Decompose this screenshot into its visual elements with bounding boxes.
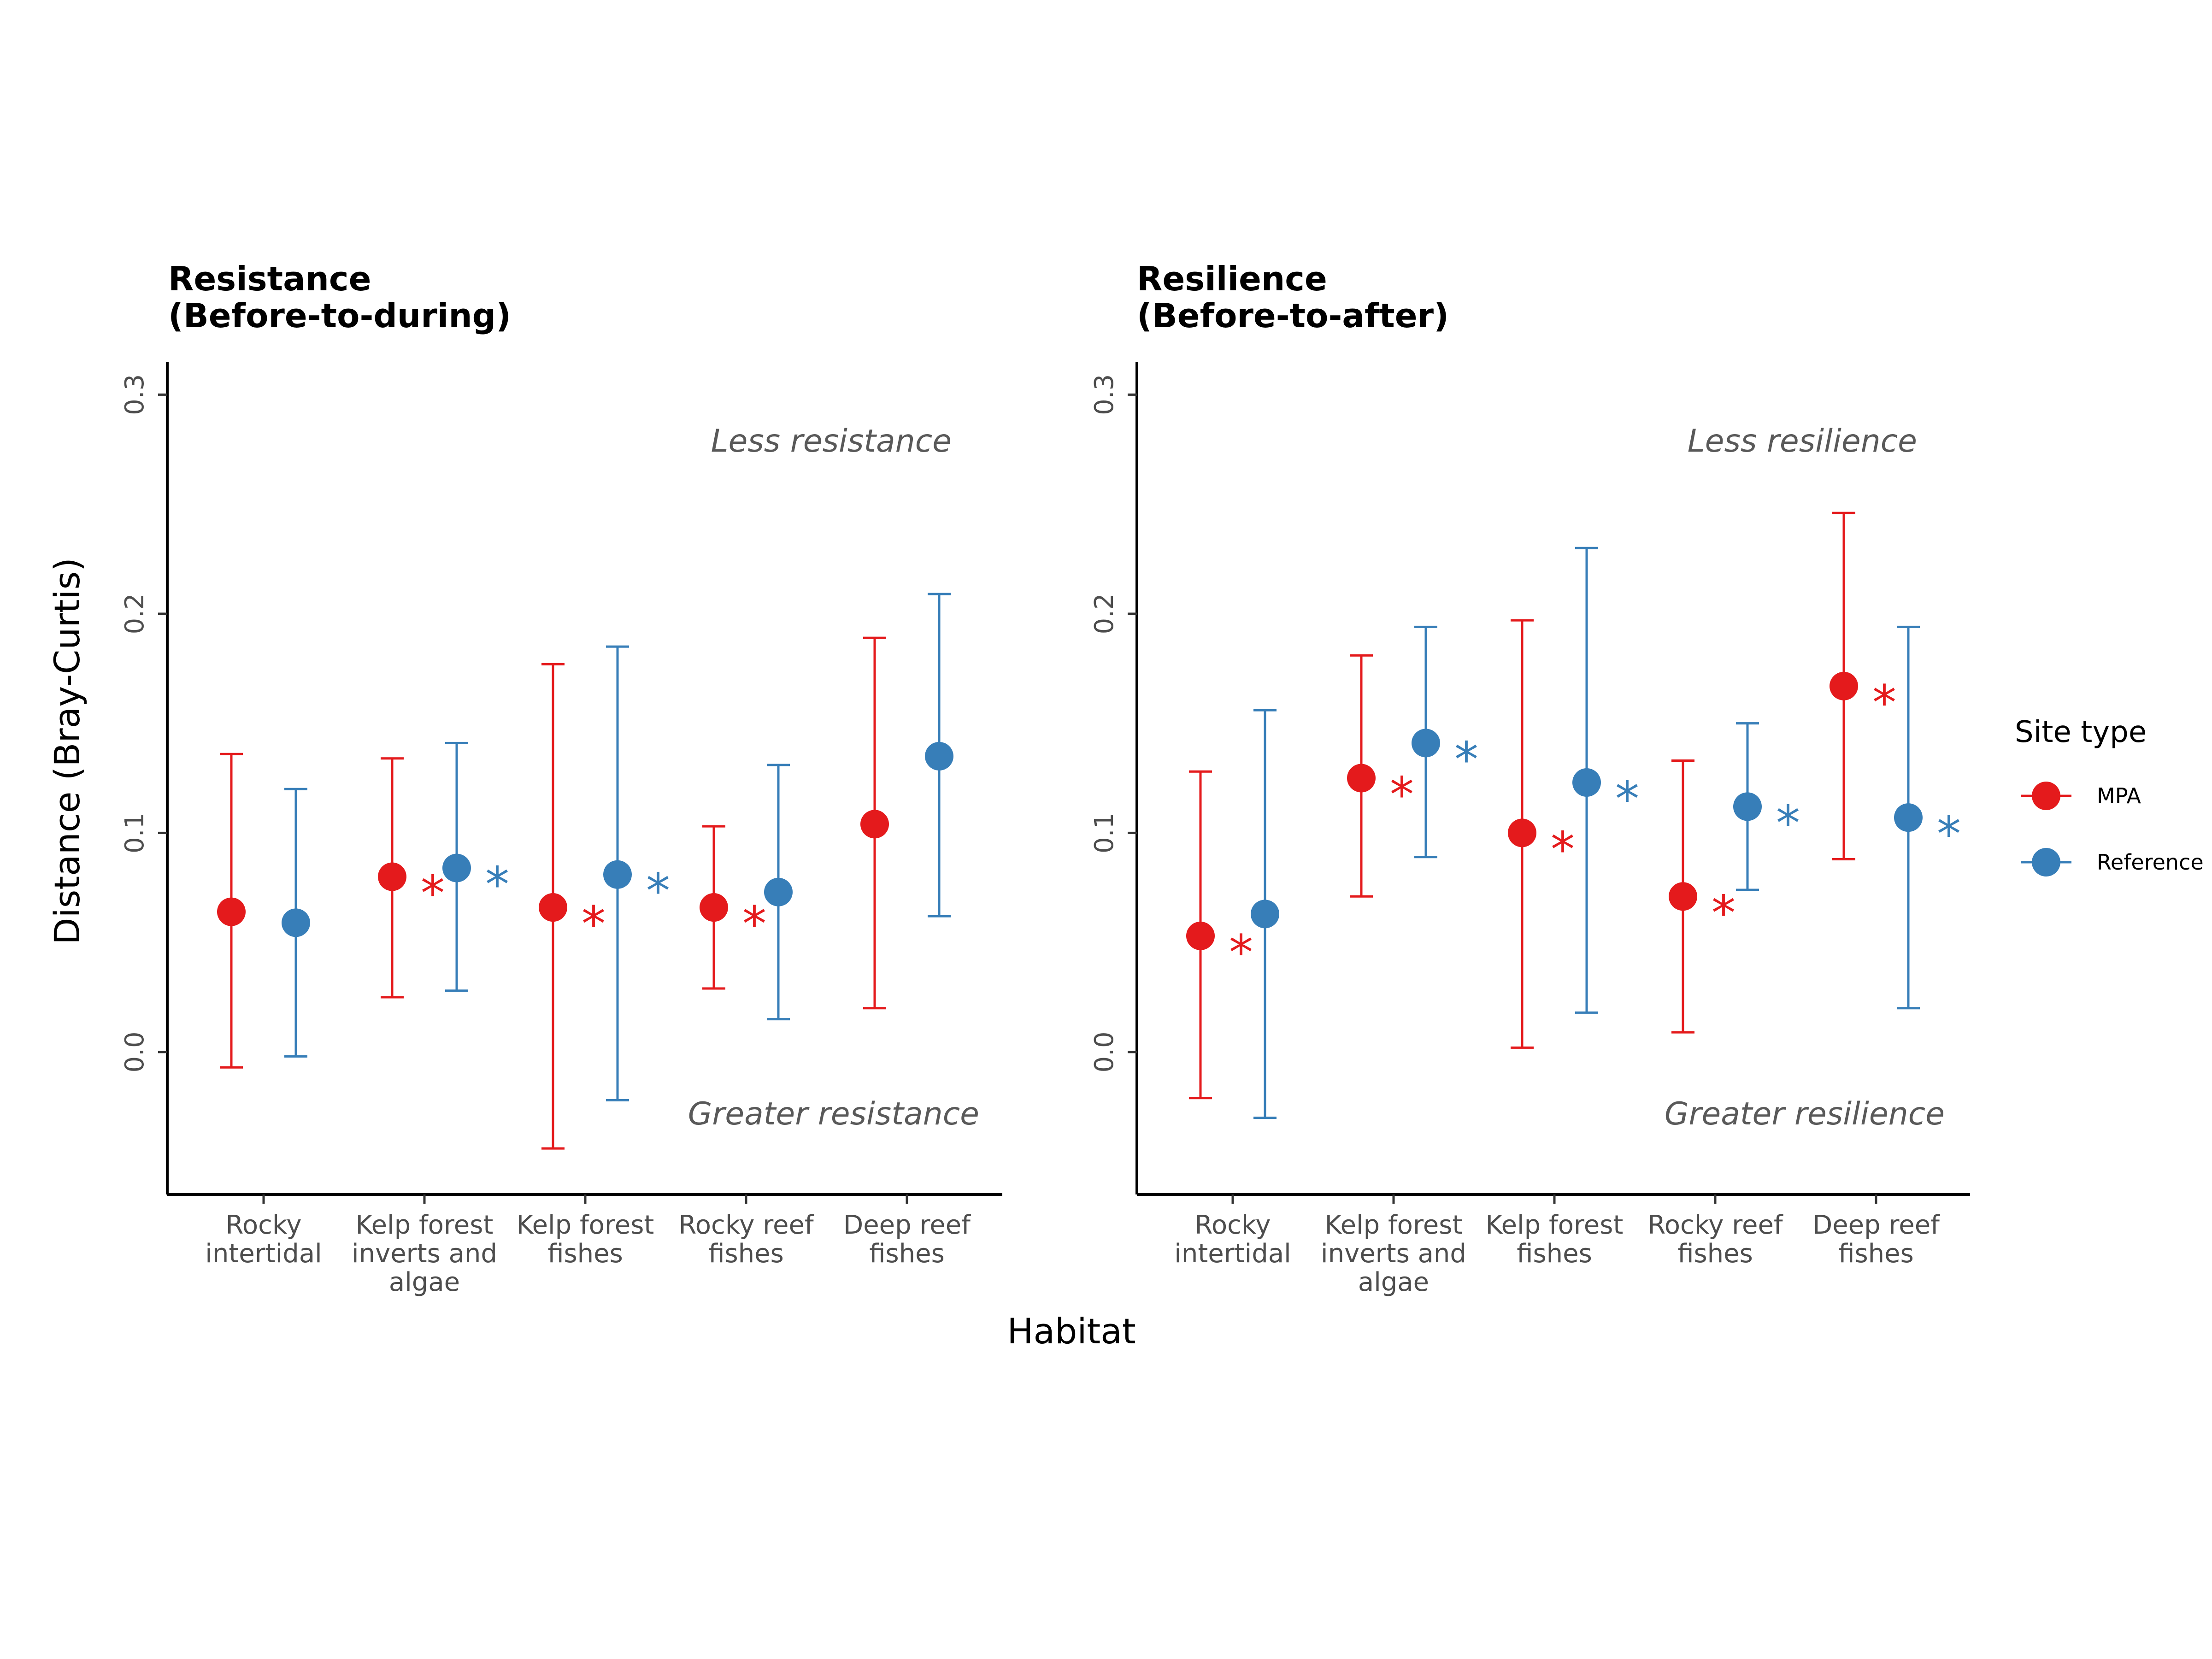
- plot-area-resistance: 0.0 0.1 0.2 0.3 Rocky intertidal Kelp forest in…: [120, 362, 1002, 1297]
- legend-label-mpa: MPA: [2097, 783, 2141, 808]
- legend-label-reference: Reference: [2097, 850, 2204, 875]
- legend-key-mpa: [2032, 782, 2060, 810]
- data-point: [860, 810, 889, 839]
- x-tick-label: Kelp forest fishes: [517, 1210, 654, 1269]
- significance-marker: *: [1229, 924, 1253, 981]
- y-axis-title: Distance (Bray-Curtis): [47, 558, 88, 945]
- significance-marker: *: [1776, 795, 1800, 851]
- annotation-greater-resilience: Greater resilience: [1665, 1096, 1945, 1132]
- annotation-less-resilience: Less resilience: [1688, 423, 1917, 459]
- y-tick-label: 0.3: [120, 374, 150, 415]
- significance-marker: *: [1937, 806, 1961, 862]
- panel-subtitle-resilience: (Before-to-after): [1137, 296, 1449, 335]
- y-tick-label: 0.1: [1089, 812, 1119, 853]
- significance-marker: *: [1454, 731, 1478, 788]
- data-point: [217, 897, 246, 926]
- x-tick-label: Rocky reef fishes: [1647, 1210, 1783, 1269]
- significance-marker: *: [1551, 821, 1575, 877]
- panel-resilience: Resilience (Before-to-after) Less resili…: [1089, 259, 1970, 1297]
- significance-marker: *: [485, 856, 509, 912]
- x-tick-label: Deep reef fishes: [1812, 1210, 1940, 1269]
- legend-item-reference: Reference: [2021, 848, 2204, 877]
- y-tick-label: 0.2: [1089, 593, 1119, 634]
- x-tick-label: Deep reef fishes: [843, 1210, 971, 1269]
- data-point: [1347, 764, 1376, 793]
- data-point: [1669, 882, 1697, 911]
- panel-title-resistance: Resistance: [168, 259, 371, 298]
- data-point: [1251, 900, 1279, 929]
- legend-key-reference: [2032, 848, 2060, 877]
- annotation-less-resistance: Less resistance: [711, 423, 952, 459]
- y-tick-label: 0.0: [1089, 1031, 1119, 1072]
- significance-marker: *: [646, 863, 670, 919]
- data-point: [1894, 803, 1923, 832]
- significance-marker: *: [742, 896, 766, 952]
- data-point: [1186, 921, 1215, 950]
- data-point: [1572, 768, 1601, 797]
- data-point: [1830, 671, 1858, 700]
- y-tick-label: 0.1: [120, 812, 150, 853]
- panel-title-resilience: Resilience: [1137, 259, 1327, 298]
- plot-area-resilience: 0.0 0.1 0.2 0.3 Rocky intertidal Kelp forest in…: [1089, 362, 1970, 1297]
- significance-marker: *: [1872, 675, 1896, 731]
- significance-marker: *: [582, 896, 606, 952]
- data-point: [539, 893, 567, 922]
- data-point: [700, 893, 728, 922]
- x-tick-label: Kelp forest fishes: [1486, 1210, 1624, 1269]
- data-point: [1733, 792, 1762, 821]
- x-tick-label: Kelp forest inverts and algae: [1321, 1210, 1466, 1297]
- legend-title: Site type: [2015, 715, 2147, 749]
- x-tick-label: Rocky reef fishes: [678, 1210, 814, 1269]
- significance-marker: *: [1615, 771, 1639, 827]
- data-point: [378, 862, 406, 891]
- panel-resistance: Resistance (Before-to-during) Less resis…: [120, 259, 1002, 1297]
- data-point: [1508, 818, 1536, 847]
- x-tick-label: Rocky intertidal: [205, 1210, 322, 1269]
- data-point: [925, 741, 953, 771]
- x-tick-label: Kelp forest inverts and algae: [352, 1210, 497, 1297]
- data-point: [603, 860, 632, 889]
- data-point: [1412, 729, 1440, 758]
- x-tick-label: Rocky intertidal: [1174, 1210, 1291, 1269]
- y-tick-label: 0.3: [1089, 374, 1119, 415]
- significance-marker: *: [1390, 767, 1414, 823]
- legend-item-mpa: MPA: [2021, 782, 2141, 810]
- x-axis-title: Habitat: [1007, 1311, 1135, 1352]
- y-tick-label: 0.0: [120, 1031, 150, 1072]
- data-point: [282, 908, 310, 937]
- annotation-greater-resistance: Greater resistance: [688, 1096, 979, 1132]
- significance-marker: *: [1712, 885, 1735, 941]
- data-point: [764, 877, 793, 906]
- panel-subtitle-resistance: (Before-to-during): [168, 296, 511, 335]
- data-point: [442, 853, 471, 882]
- y-tick-label: 0.2: [120, 593, 150, 634]
- significance-marker: *: [421, 865, 445, 921]
- legend: Site type MPA Reference: [2015, 715, 2204, 877]
